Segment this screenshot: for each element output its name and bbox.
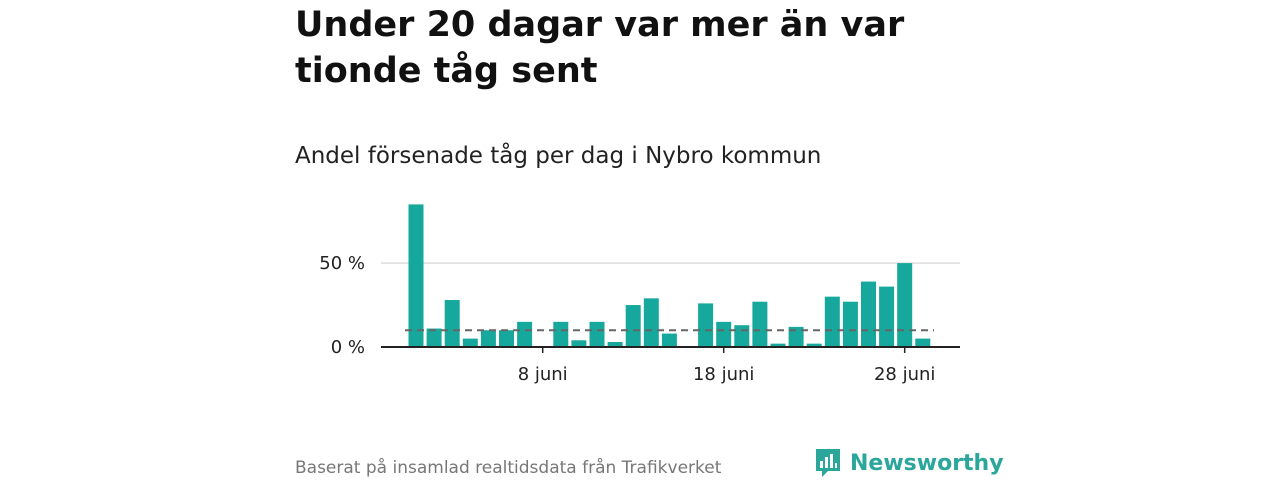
source-note: Baserat på insamlad realtidsdata från Tr… (295, 458, 722, 478)
bar (571, 340, 587, 347)
bar (553, 321, 569, 347)
bar (788, 326, 804, 347)
y-tick-label: 0 % (331, 337, 365, 358)
bar (752, 301, 768, 347)
bar-chart: 0 % 50 % 8 juni 18 juni 28 juni (319, 204, 960, 385)
bar (499, 330, 514, 347)
bar (444, 300, 460, 347)
bar (607, 341, 623, 347)
bar (770, 343, 786, 347)
bar (861, 281, 876, 347)
bar (625, 305, 641, 347)
bar (734, 325, 750, 347)
bar (806, 343, 822, 347)
brand-name: Newsworthy (850, 450, 1004, 476)
y-tick-label: 50 % (319, 253, 365, 274)
newsworthy-logo-icon (816, 449, 840, 477)
bar (824, 296, 840, 347)
bar (480, 330, 496, 347)
bar (897, 263, 913, 347)
x-tick-label: 8 juni (518, 364, 568, 385)
bar (408, 204, 424, 347)
bar (589, 321, 605, 347)
brand-logo: Newsworthy (814, 447, 1004, 479)
bar (842, 301, 858, 347)
bar (426, 328, 442, 347)
bar (462, 338, 478, 347)
bar (643, 298, 659, 347)
bar (716, 321, 732, 347)
bar (698, 303, 714, 347)
bar (879, 286, 895, 347)
bar (661, 333, 677, 347)
bar (517, 321, 533, 347)
x-tick-label: 18 juni (693, 364, 754, 385)
chart-title: Under 20 dagar var mer än var tionde tåg… (295, 5, 905, 91)
bar (915, 338, 931, 347)
chart-subtitle: Andel försenade tåg per dag i Nybro komm… (295, 143, 822, 169)
x-tick-label: 28 juni (874, 364, 935, 385)
